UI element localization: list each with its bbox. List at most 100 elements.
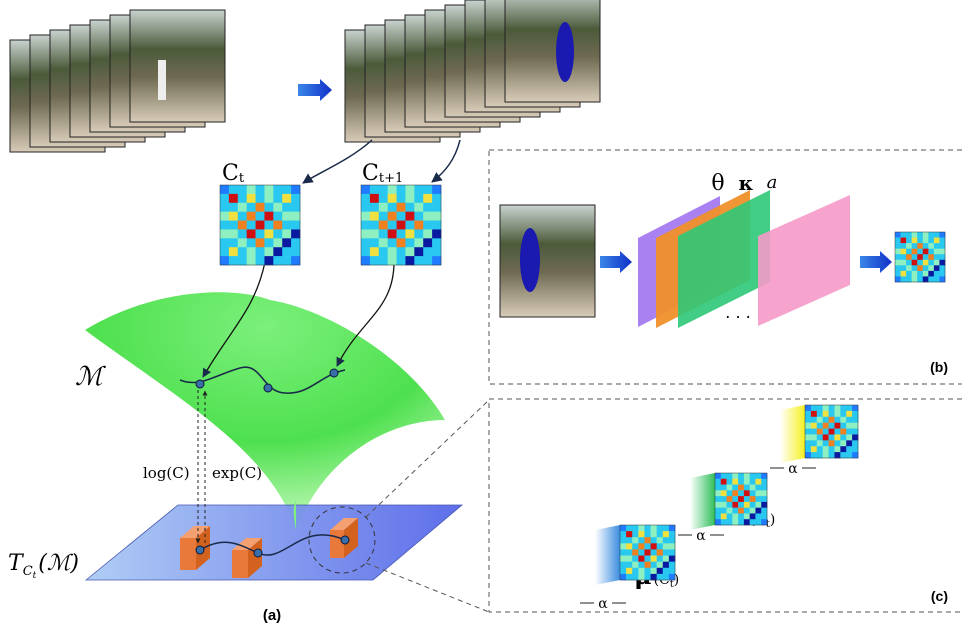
matrix-cell xyxy=(414,202,424,212)
matrix-cell xyxy=(264,193,274,204)
matrix-cell xyxy=(378,229,388,239)
matrix-cell xyxy=(237,256,247,266)
panel-c-box xyxy=(488,398,962,613)
panel-label: (c) xyxy=(931,588,948,604)
matrix-cell xyxy=(732,496,739,503)
matrix-cell xyxy=(291,211,301,221)
matrix-cell xyxy=(423,256,433,266)
matrix-cell xyxy=(922,270,929,277)
matrix-cell xyxy=(715,513,722,520)
matrix-cell xyxy=(361,229,371,239)
matrix-cell xyxy=(726,519,733,526)
matrix-cell xyxy=(726,484,733,491)
alpha-label: α xyxy=(788,461,798,477)
matrix-cell xyxy=(939,232,946,238)
matrix-cell xyxy=(273,220,283,230)
matrix-cell xyxy=(626,567,633,575)
matrix-cell xyxy=(638,573,645,581)
matrix-cell xyxy=(273,256,283,266)
matrix-cell xyxy=(749,507,756,514)
matrix-cell xyxy=(626,543,633,550)
matrix-cell xyxy=(911,237,918,244)
frame-stack xyxy=(344,0,601,143)
matrix-cell xyxy=(720,513,727,520)
matrix-cell xyxy=(846,446,853,453)
matrix-cell xyxy=(732,490,739,497)
matrix-cell xyxy=(620,531,627,538)
matrix-cell xyxy=(662,555,670,562)
matrix-cell xyxy=(432,256,442,266)
matrix-label: Ct+1 xyxy=(362,161,403,186)
matrix-cell xyxy=(743,490,750,497)
matrix-cell xyxy=(810,428,818,435)
matrix-cell xyxy=(917,248,924,255)
arrow xyxy=(202,261,266,378)
matrix-cell xyxy=(387,211,397,221)
matrix-cell xyxy=(246,202,256,212)
zoom-line xyxy=(365,399,490,518)
cube-side xyxy=(780,405,805,463)
matrix-cell xyxy=(369,247,380,257)
matrix-cell xyxy=(387,202,397,212)
matrix-cell xyxy=(761,496,768,503)
matrix-cell xyxy=(810,434,818,441)
matrix-cell xyxy=(900,248,907,255)
matrix-cell xyxy=(632,549,639,556)
matrix-cell xyxy=(668,543,676,550)
matrix-cell xyxy=(895,237,901,244)
matrix-cell xyxy=(834,428,841,435)
matrix-cell xyxy=(273,247,283,257)
matrix-cell xyxy=(644,549,651,556)
matrix-cell xyxy=(933,232,940,238)
matrix-cell xyxy=(726,513,733,520)
matrix-label-sub: t xyxy=(239,171,245,186)
tangent-label: TCt(ℳ) xyxy=(8,551,79,581)
matrix-cell xyxy=(264,247,274,257)
matrix-border xyxy=(219,184,301,266)
matrix-cell xyxy=(228,229,239,239)
matrix-cell xyxy=(805,422,812,429)
covariance-matrix xyxy=(714,472,768,526)
matrix-cell xyxy=(805,410,812,418)
matrix-cell xyxy=(638,531,645,538)
matrix-cell xyxy=(396,238,406,248)
matrix-cell xyxy=(237,193,247,204)
matrix-cell xyxy=(715,496,722,503)
matrix-cell xyxy=(917,254,924,261)
matrix-cell xyxy=(761,501,768,508)
matrix-cell xyxy=(749,490,756,497)
matrix-cell xyxy=(906,248,912,255)
matrix-cell xyxy=(852,434,859,441)
matrix-cell xyxy=(852,416,859,423)
matrix-cell xyxy=(405,220,415,230)
matrix-cell xyxy=(282,193,292,204)
tangent-sub: C xyxy=(23,564,33,579)
matrix-cell xyxy=(656,555,664,562)
matrix-cell xyxy=(255,229,265,239)
matrix-cell xyxy=(273,211,283,221)
matrix-cell xyxy=(291,229,301,239)
matrix-cell xyxy=(810,422,818,429)
matrix-cell xyxy=(650,567,657,575)
matrix-cell xyxy=(922,243,929,249)
matrix-cell xyxy=(816,416,823,423)
matrix-cell xyxy=(895,276,901,283)
arrow xyxy=(860,251,892,273)
matrix-cell xyxy=(650,555,657,562)
matrix-cell xyxy=(828,405,835,412)
matrix-cell xyxy=(816,422,823,429)
matrix-cell xyxy=(668,561,676,569)
matrix-cell xyxy=(361,220,371,230)
matrix-cell xyxy=(743,513,750,520)
matrix-cell xyxy=(237,238,247,248)
matrix-cell xyxy=(378,185,388,195)
matrix-cell xyxy=(846,440,853,447)
matrix-cell xyxy=(414,256,424,266)
matrix-cell xyxy=(405,211,415,221)
matrix-cell xyxy=(656,573,664,581)
matrix-cell xyxy=(361,211,371,221)
matrix-cell xyxy=(255,202,265,212)
matrix-cell xyxy=(822,422,829,429)
matrix-cell xyxy=(361,256,371,266)
matrix-cell xyxy=(432,238,442,248)
